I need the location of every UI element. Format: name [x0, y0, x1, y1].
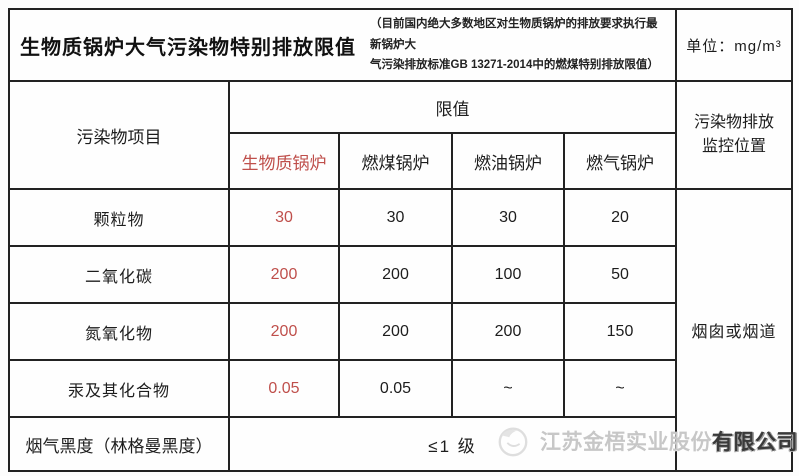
smoke-blackness-value: ≤1 级 — [227, 416, 678, 473]
table-row-particulates: 颗粒物 30 30 30 20 烟囱或烟道 — [8, 188, 794, 473]
value-gas: 150 — [562, 302, 678, 362]
title-row: 生物质锅炉大气污染物特别排放限值 （目前国内绝大多数地区对生物质锅炉的排放要求执… — [7, 7, 794, 83]
col-header-pollutant-project: 污染物项目 — [8, 80, 230, 191]
table-row-co2: 二氧化碳 200 200 100 50 — [8, 245, 792, 305]
pollutant-name: 氮氧化物 — [8, 302, 230, 362]
value-oil: ~ — [451, 359, 565, 419]
value-oil: 30 — [451, 188, 565, 248]
pollutant-name: 颗粒物 — [8, 188, 230, 248]
value-coal: 0.05 — [338, 359, 453, 419]
title-cell: 生物质锅炉大气污染物特别排放限值 （目前国内绝大多数地区对生物质锅炉的排放要求执… — [7, 7, 678, 83]
header-row-1: 污染物项目 限值 污染物排放 监控位置 — [8, 80, 794, 191]
unit-label: 单位：mg/m³ — [675, 7, 794, 83]
monitor-location-cell: 烟囱或烟道 — [675, 188, 794, 473]
page-title: 生物质锅炉大气污染物特别排放限值 — [20, 36, 356, 59]
header-row-2: 生物质锅炉 燃煤锅炉 燃油锅炉 燃气锅炉 — [9, 132, 792, 191]
value-oil: 100 — [451, 245, 565, 305]
value-biomass: 200 — [228, 245, 340, 305]
table-row-smoke-blackness: 烟气黑度（林格曼黑度） ≤1 级 — [8, 416, 792, 473]
col-header-gas-boiler: 燃气锅炉 — [562, 132, 678, 191]
value-gas: 50 — [562, 245, 678, 305]
col-header-oil-boiler: 燃油锅炉 — [451, 132, 565, 191]
value-oil: 200 — [451, 302, 565, 362]
title-note-line1: （目前国内绝大多数地区对生物质锅炉的排放要求执行最新锅炉大 — [370, 18, 658, 51]
monitor-position-line2: 监控位置 — [702, 138, 767, 156]
value-coal: 200 — [338, 302, 453, 362]
monitor-position-line1: 污染物排放 — [694, 114, 775, 132]
table-row-nox: 氮氧化物 200 200 200 150 — [8, 302, 792, 362]
pollutant-name: 二氧化碳 — [8, 245, 230, 305]
title-note: （目前国内绝大多数地区对生物质锅炉的排放要求执行最新锅炉大 气污染排放标准GB … — [370, 14, 665, 76]
value-gas: 20 — [562, 188, 678, 248]
value-coal: 200 — [338, 245, 453, 305]
table-row-mercury: 汞及其化合物 0.05 0.05 ~ ~ — [8, 359, 792, 419]
title-note-line2: 气污染排放标准GB 13271-2014中的燃煤特别排放限值） — [370, 59, 659, 72]
emission-limits-table: 生物质锅炉大气污染物特别排放限值 （目前国内绝大多数地区对生物质锅炉的排放要求执… — [7, 7, 794, 473]
col-header-biomass-boiler: 生物质锅炉 — [228, 132, 340, 191]
col-header-monitor-position: 污染物排放 监控位置 — [675, 80, 794, 191]
value-gas: ~ — [562, 359, 678, 419]
col-header-coal-boiler: 燃煤锅炉 — [338, 132, 453, 191]
value-biomass: 200 — [228, 302, 340, 362]
value-coal: 30 — [338, 188, 453, 248]
value-biomass: 30 — [228, 188, 340, 248]
col-header-limit-value: 限值 — [227, 80, 678, 135]
value-biomass: 0.05 — [228, 359, 340, 419]
pollutant-name: 汞及其化合物 — [8, 359, 230, 419]
pollutant-name: 烟气黑度（林格曼黑度） — [8, 416, 230, 473]
